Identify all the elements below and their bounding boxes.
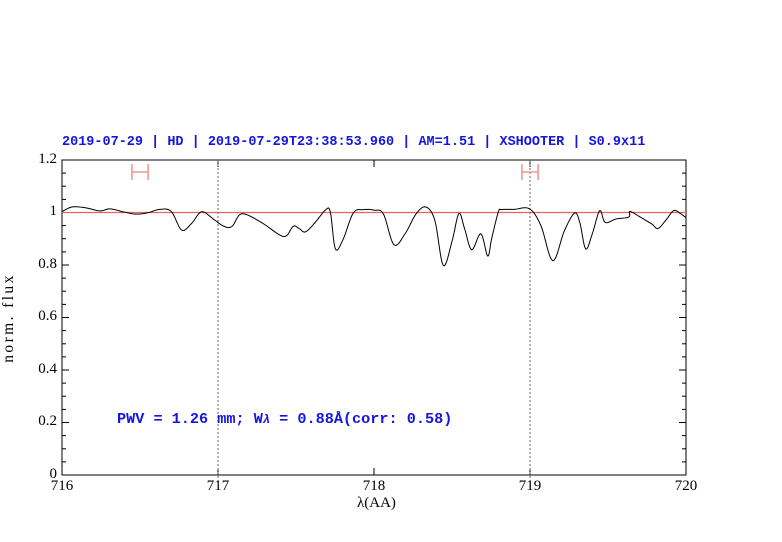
svg-text:norm. flux: norm. flux <box>0 273 17 362</box>
